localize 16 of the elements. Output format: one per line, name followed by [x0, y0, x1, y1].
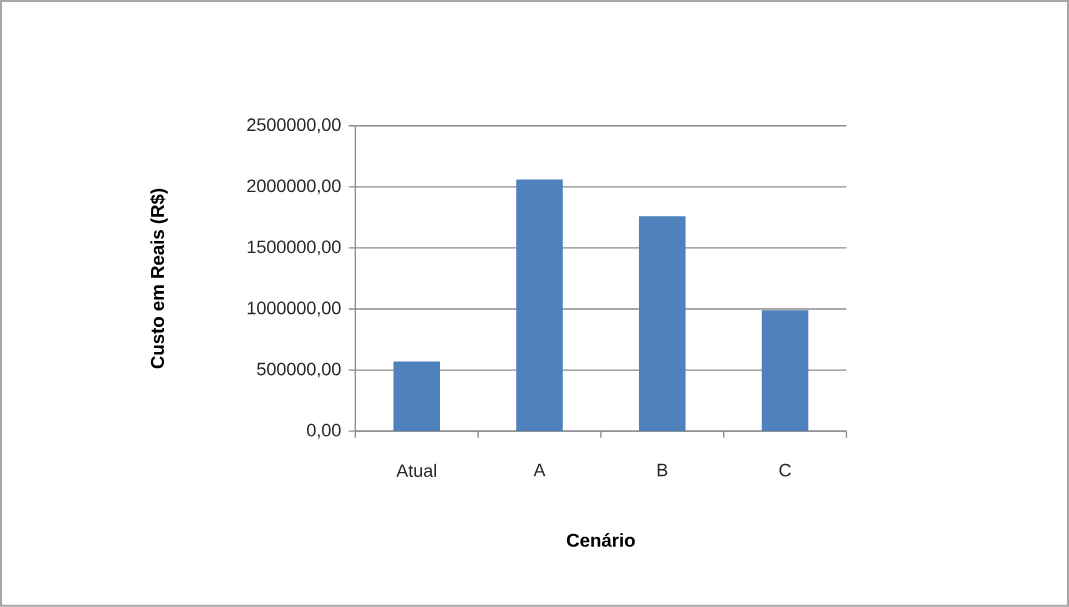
x-tick-label: B	[657, 463, 668, 477]
bar	[761, 310, 809, 432]
bar	[393, 361, 441, 432]
bar	[516, 179, 563, 432]
y-tick-label: 0,00	[307, 423, 341, 439]
y-tick-label: 2500000,00	[247, 118, 341, 134]
x-tick-label: Atual	[396, 463, 436, 478]
y-tick-label: 1500000,00	[247, 240, 341, 256]
y-tick-label: 2000000,00	[247, 179, 341, 195]
y-tick-label: 500000,00	[257, 362, 341, 378]
x-tick-label: A	[533, 463, 546, 477]
bar	[638, 216, 686, 432]
y-axis-title: Custo em Reais (R$)	[150, 188, 168, 369]
x-tick-label: C	[779, 463, 791, 477]
y-tick-label: 1000000,00	[247, 301, 341, 317]
x-axis-title: Cenário	[566, 533, 635, 547]
